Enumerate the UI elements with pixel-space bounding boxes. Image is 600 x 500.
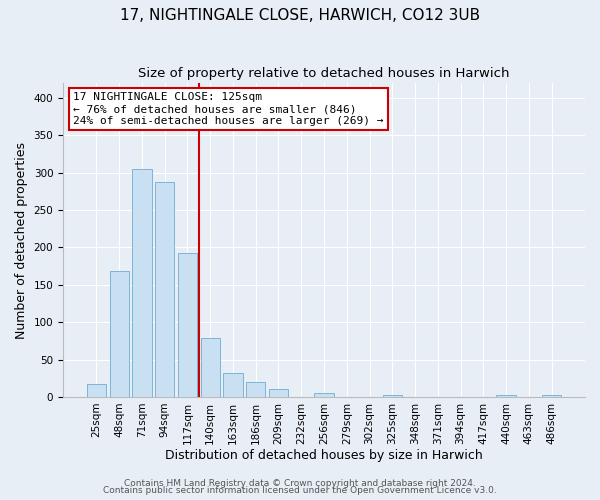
Bar xyxy=(132,169,152,397)
Bar xyxy=(110,270,129,397)
Text: Contains HM Land Registry data © Crown copyright and database right 2024.: Contains HM Land Registry data © Crown c… xyxy=(124,478,476,488)
Bar xyxy=(542,396,561,397)
Bar xyxy=(496,396,516,397)
Bar xyxy=(269,388,288,397)
Bar xyxy=(314,393,334,397)
Bar xyxy=(155,182,175,397)
X-axis label: Distribution of detached houses by size in Harwich: Distribution of detached houses by size … xyxy=(165,450,483,462)
Bar xyxy=(223,373,242,397)
Title: Size of property relative to detached houses in Harwich: Size of property relative to detached ho… xyxy=(138,68,510,80)
Bar xyxy=(383,394,402,397)
Text: 17 NIGHTINGALE CLOSE: 125sqm
← 76% of detached houses are smaller (846)
24% of s: 17 NIGHTINGALE CLOSE: 125sqm ← 76% of de… xyxy=(73,92,384,126)
Bar xyxy=(87,384,106,397)
Bar xyxy=(200,338,220,397)
Bar xyxy=(246,382,265,397)
Bar xyxy=(178,254,197,397)
Text: 17, NIGHTINGALE CLOSE, HARWICH, CO12 3UB: 17, NIGHTINGALE CLOSE, HARWICH, CO12 3UB xyxy=(120,8,480,22)
Y-axis label: Number of detached properties: Number of detached properties xyxy=(15,142,28,338)
Text: Contains public sector information licensed under the Open Government Licence v3: Contains public sector information licen… xyxy=(103,486,497,495)
